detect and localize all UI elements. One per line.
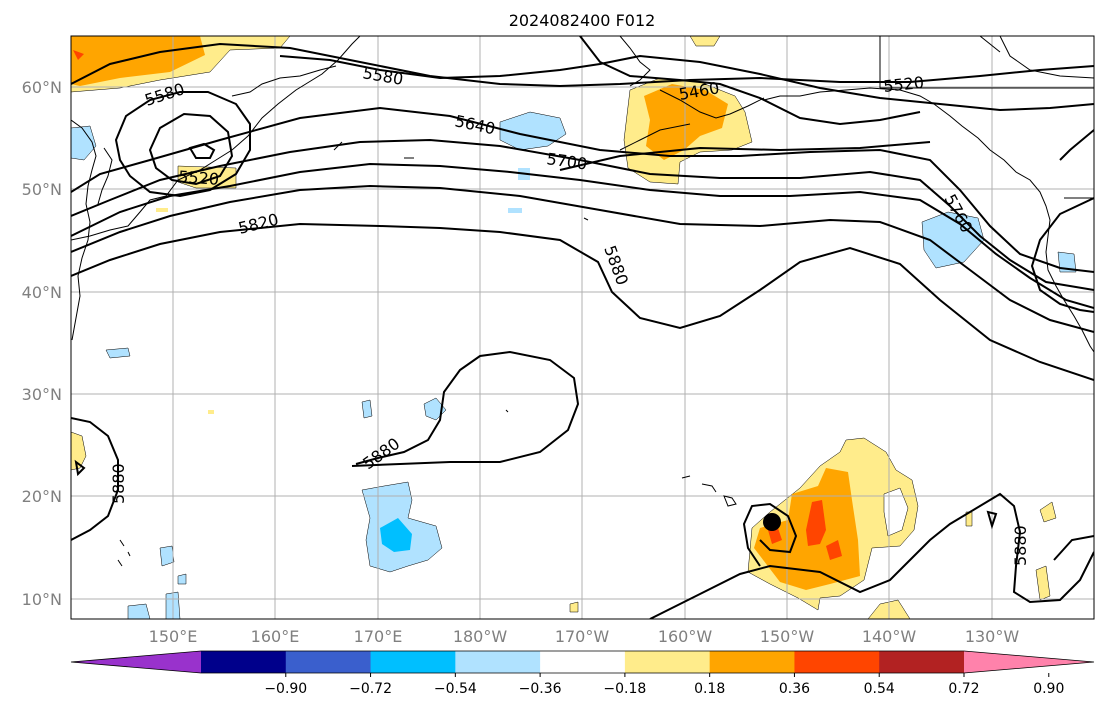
colorbar-tick-label: −0.72 [349,681,392,697]
lat-label: 20°N [22,487,62,506]
colorbar-tick-label: 0.54 [864,681,895,697]
contour-label: 5520 [882,73,924,96]
lat-label: 50°N [22,180,62,199]
lat-label: 10°N [22,590,62,609]
map-title: 2024082400 F012 [509,11,656,30]
latitude-labels: 60°N 50°N 40°N 30°N 20°N 10°N [22,78,62,609]
colorbar-tick-label: 0.72 [948,681,979,697]
height-contours [71,36,1094,619]
colorbar-tick-label: 0.90 [1033,681,1064,697]
colorbar-tick-label: −0.18 [603,681,646,697]
colorbar-bin [285,651,372,673]
lat-label: 60°N [22,78,62,97]
lat-label: 40°N [22,283,62,302]
colorbar-extend-low [71,651,201,673]
colorbar-tick-label: −0.36 [519,681,562,697]
colorbar-tick-label: −0.90 [264,681,307,697]
colorbar-extend-high [964,651,1094,673]
longitude-labels: 150°E 160°E 170°E 180°W 170°W 160°W 150°… [149,627,1020,646]
colorbar-bin [540,651,626,673]
lon-label: 130°W [965,627,1020,646]
colorbar-tick-label: 0.18 [694,681,725,697]
colorbar-bin [794,651,880,673]
contour-label: 5880 [109,463,128,504]
contour-label: 5880 [1011,525,1030,566]
colorbar-bin [455,651,541,673]
contour-label: 5520 [178,167,220,189]
lon-label: 150°W [760,627,815,646]
colorbar-bin [624,651,711,673]
lon-label: 160°W [658,627,713,646]
colorbar-outline [70,650,1095,674]
lon-label: 170°E [354,627,403,646]
lon-label: 150°E [149,627,198,646]
lon-label: 180°W [453,627,508,646]
colorbar-bin [201,651,287,673]
storm-center-marker [763,513,781,531]
map-frame [70,35,1095,620]
colorbar-bin [370,651,456,673]
colorbar-tick-label: 0.36 [779,681,810,697]
lon-label: 140°W [862,627,917,646]
lon-label: 160°E [251,627,300,646]
colorbar-tick-label: −0.54 [434,681,477,697]
colorbar-bin [709,651,795,673]
colorbar-bin [879,651,965,673]
anomaly-shading [71,36,1077,619]
lon-label: 170°W [555,627,610,646]
colorbar: −0.90 −0.72 −0.54 −0.36 −0.18 0.18 0.36 0.54 0.7… [70,650,1095,697]
map-area [71,36,1094,619]
lat-label: 30°N [22,385,62,404]
